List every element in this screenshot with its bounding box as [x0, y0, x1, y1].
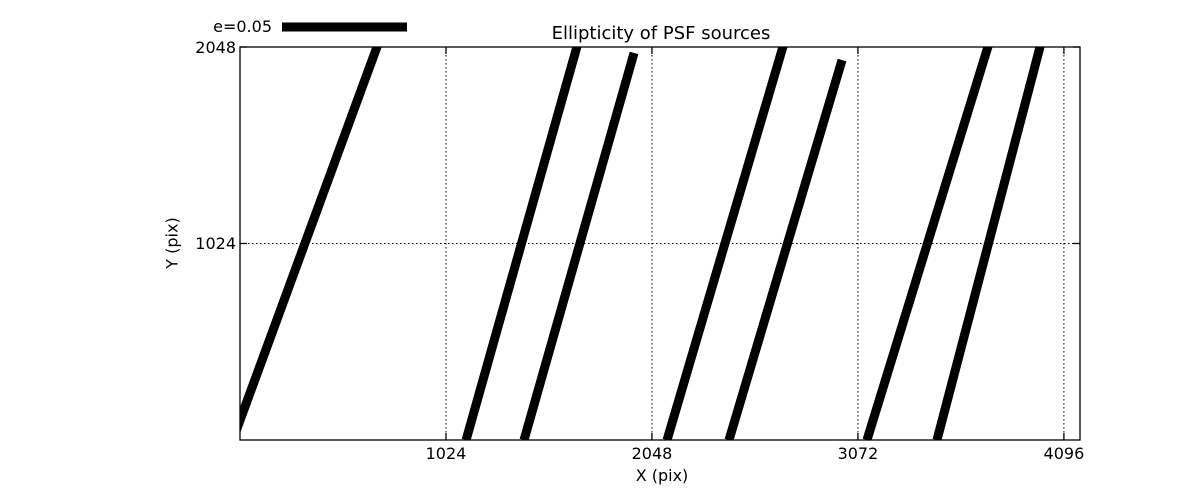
whisker-line	[724, 58, 847, 440]
x-tick-label: 1024	[425, 444, 467, 463]
whisker-line	[519, 51, 639, 440]
x-tick-label: 3072	[837, 444, 879, 463]
whisker-line	[662, 47, 788, 440]
chart-title: Ellipticity of PSF sources	[551, 23, 771, 44]
x-tick-label: 4096	[1043, 444, 1085, 463]
whisker-line	[862, 47, 993, 440]
legend-scale-bar	[282, 22, 407, 32]
whisker-line	[240, 47, 382, 434]
x-tick-label: 2048	[631, 444, 673, 463]
y-tick-label: 2048	[195, 37, 236, 57]
x-axis-label: X (pix)	[635, 466, 689, 485]
whisker-line	[461, 47, 582, 440]
y-tick-label: 1024	[195, 234, 236, 253]
whisker-line	[932, 47, 1045, 440]
legend-label: e=0.05	[213, 17, 272, 36]
